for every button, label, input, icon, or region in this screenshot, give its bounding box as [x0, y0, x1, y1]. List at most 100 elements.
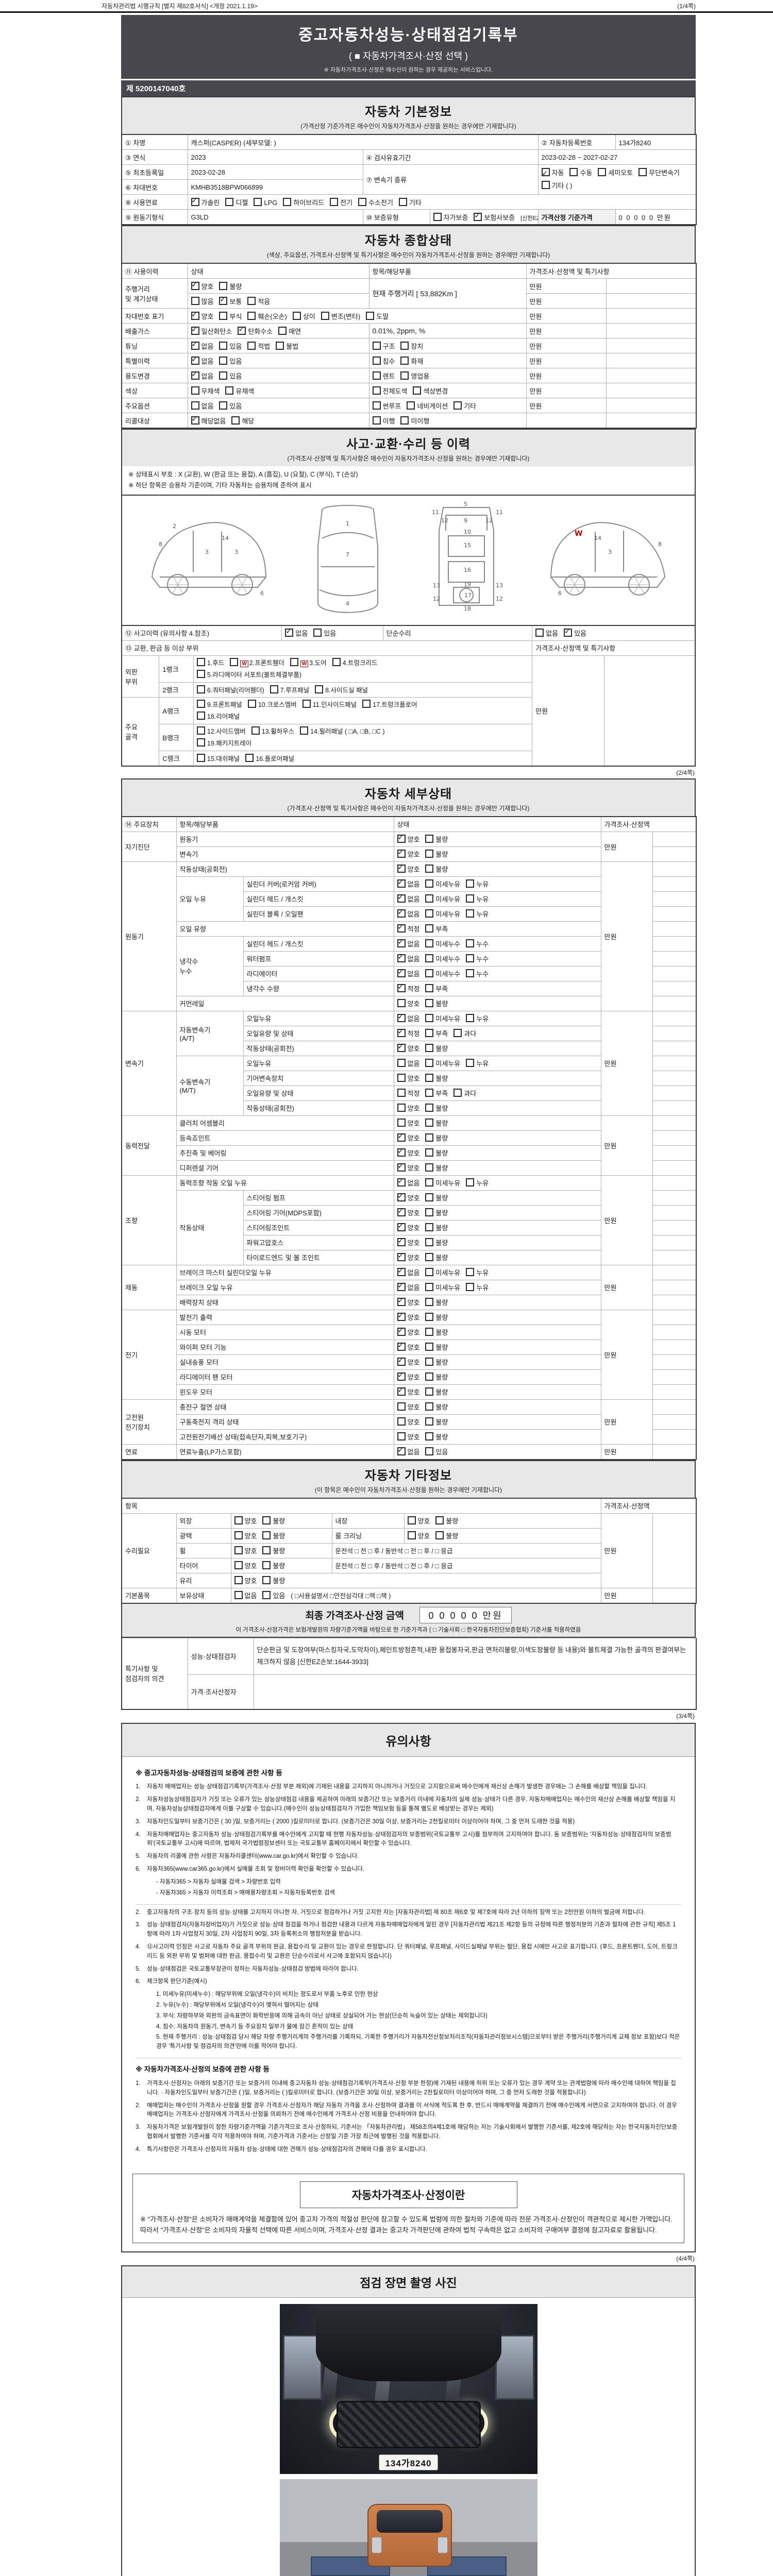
checkbox[interactable]: [400, 341, 409, 350]
checkbox[interactable]: [397, 1192, 406, 1201]
checkbox[interactable]: [219, 401, 228, 410]
checkbox[interactable]: [219, 371, 228, 380]
checkbox[interactable]: [397, 1177, 406, 1187]
checkbox[interactable]: [466, 1178, 475, 1187]
checkbox[interactable]: [400, 371, 409, 380]
checkbox[interactable]: [283, 197, 292, 206]
checkbox[interactable]: [191, 386, 199, 395]
checkbox[interactable]: [397, 1207, 406, 1216]
checkbox[interactable]: [397, 833, 406, 843]
checkbox[interactable]: [397, 908, 406, 918]
checkbox[interactable]: [372, 341, 381, 350]
checkbox[interactable]: [407, 1531, 416, 1539]
checkbox[interactable]: [564, 627, 573, 637]
checkbox[interactable]: [425, 1014, 434, 1022]
checkbox[interactable]: [425, 1118, 434, 1127]
checkbox[interactable]: [219, 356, 228, 365]
checkbox[interactable]: [278, 326, 287, 335]
checkbox[interactable]: [598, 167, 607, 176]
checkbox[interactable]: [285, 627, 294, 637]
checkbox[interactable]: [397, 1446, 406, 1455]
checkbox[interactable]: [425, 1223, 434, 1231]
checkbox[interactable]: [234, 1516, 243, 1524]
checkbox[interactable]: [234, 1591, 243, 1599]
checkbox[interactable]: [397, 938, 406, 947]
checkbox[interactable]: [541, 166, 550, 180]
checkbox[interactable]: [425, 1402, 434, 1411]
checkbox[interactable]: [397, 1222, 406, 1231]
checkbox[interactable]: [397, 848, 406, 858]
checkbox[interactable]: [397, 1027, 406, 1037]
checkbox[interactable]: [466, 879, 475, 888]
checkbox[interactable]: [397, 1132, 406, 1142]
checkbox[interactable]: [397, 1162, 406, 1172]
checkbox[interactable]: [425, 1298, 434, 1306]
checkbox[interactable]: [262, 1546, 271, 1554]
checkbox[interactable]: [425, 1074, 434, 1082]
checkbox[interactable]: [372, 356, 381, 365]
checkbox[interactable]: [400, 356, 409, 365]
checkbox[interactable]: [466, 954, 475, 962]
checkbox[interactable]: [397, 1386, 406, 1396]
checkbox[interactable]: [425, 850, 434, 858]
checkbox[interactable]: [425, 1148, 434, 1157]
checkbox[interactable]: [425, 1268, 434, 1276]
checkbox[interactable]: [466, 969, 475, 977]
checkbox[interactable]: [234, 1576, 243, 1584]
checkbox[interactable]: [196, 699, 205, 708]
checkbox[interactable]: [407, 401, 415, 410]
checkbox[interactable]: [397, 1147, 406, 1157]
checkbox[interactable]: [251, 726, 260, 735]
checkbox[interactable]: [425, 879, 434, 888]
checkbox[interactable]: [425, 1163, 434, 1172]
checkbox[interactable]: [425, 1178, 434, 1187]
checkbox[interactable]: [290, 657, 298, 666]
checkbox[interactable]: [397, 1371, 406, 1381]
checkbox[interactable]: [397, 1042, 406, 1052]
checkbox[interactable]: [397, 893, 406, 903]
checkbox[interactable]: [425, 924, 434, 933]
checkbox[interactable]: [313, 629, 322, 637]
checkbox[interactable]: [262, 1576, 271, 1584]
checkbox[interactable]: [397, 1012, 406, 1022]
checkbox[interactable]: [358, 197, 367, 206]
checkbox[interactable]: [435, 1531, 444, 1539]
checkbox[interactable]: [425, 1387, 434, 1396]
checkbox[interactable]: [425, 1432, 434, 1440]
checkbox[interactable]: [425, 1059, 434, 1067]
checkbox[interactable]: [425, 1343, 434, 1351]
checkbox[interactable]: [453, 1089, 462, 1097]
checkbox[interactable]: [366, 311, 375, 320]
checkbox[interactable]: [372, 371, 381, 380]
checkbox[interactable]: [425, 1253, 434, 1261]
checkbox[interactable]: [225, 386, 234, 395]
checkbox[interactable]: [247, 699, 256, 708]
checkbox[interactable]: [425, 1104, 434, 1112]
checkbox[interactable]: [425, 865, 434, 873]
checkbox[interactable]: [397, 1326, 406, 1336]
checkbox[interactable]: [466, 909, 475, 918]
checkbox[interactable]: [397, 1356, 406, 1366]
checkbox[interactable]: [400, 416, 409, 425]
checkbox[interactable]: [425, 1044, 434, 1052]
checkbox[interactable]: [191, 310, 199, 320]
checkbox[interactable]: [262, 1531, 271, 1539]
checkbox[interactable]: [425, 954, 434, 962]
checkbox[interactable]: [330, 197, 339, 206]
checkbox[interactable]: [270, 685, 278, 693]
checkbox[interactable]: [219, 295, 228, 305]
checkbox[interactable]: [425, 1313, 434, 1321]
checkbox[interactable]: [191, 401, 199, 410]
checkbox[interactable]: [254, 197, 262, 206]
checkbox[interactable]: [219, 311, 228, 320]
checkbox[interactable]: [466, 1059, 475, 1067]
checkbox[interactable]: [466, 1268, 475, 1276]
checkbox[interactable]: [191, 355, 199, 365]
checkbox[interactable]: [397, 1059, 406, 1067]
checkbox[interactable]: [425, 1238, 434, 1246]
checkbox[interactable]: [425, 1372, 434, 1381]
checkbox[interactable]: [425, 1193, 434, 1201]
checkbox[interactable]: [191, 415, 199, 425]
checkbox[interactable]: [397, 1118, 406, 1127]
checkbox[interactable]: [425, 1089, 434, 1097]
